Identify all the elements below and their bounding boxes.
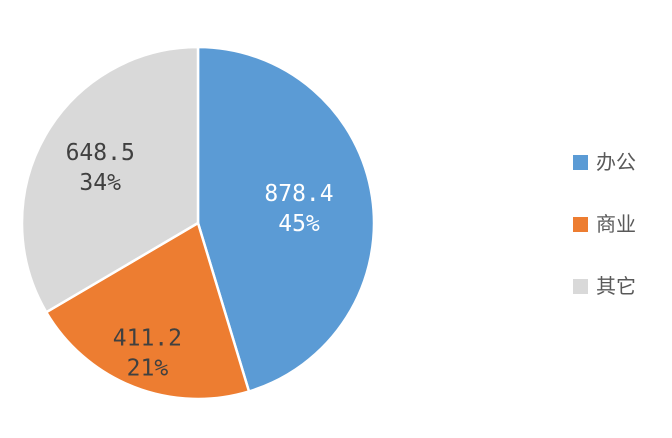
legend-swatch-square-icon <box>573 216 588 232</box>
legend-swatch-square-icon <box>573 154 588 170</box>
legend-item-qita: 其它 <box>573 274 636 298</box>
pie-data-label: 411.2 21% <box>113 326 182 382</box>
legend-label: 其它 <box>596 274 636 298</box>
pie-data-label: 648.5 34% <box>66 140 135 196</box>
legend-item-bangong: 办公 <box>573 150 636 174</box>
legend-label: 办公 <box>596 150 636 174</box>
legend-item-shangye: 商业 <box>573 212 636 236</box>
pie-slice <box>20 45 200 314</box>
pie-data-label: 878.4 45% <box>264 181 333 237</box>
legend-swatch-square-icon <box>573 278 588 294</box>
legend-label: 商业 <box>596 212 636 236</box>
pie-slice <box>196 45 376 393</box>
pie-slice <box>45 221 251 401</box>
legend: 办公 商业 其它 <box>573 150 636 298</box>
